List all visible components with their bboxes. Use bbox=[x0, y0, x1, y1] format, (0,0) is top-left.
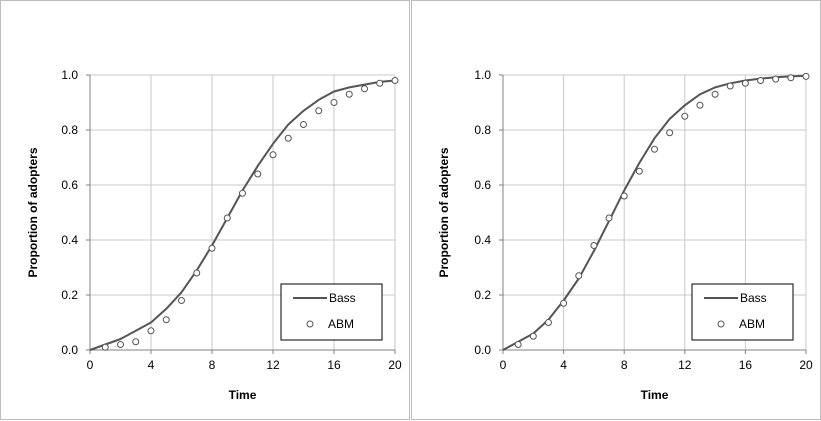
y-tick-label: 0.6 bbox=[61, 178, 78, 192]
abm-point bbox=[666, 129, 674, 137]
abm-point bbox=[772, 75, 780, 83]
abm-point bbox=[208, 244, 216, 252]
y-tick-label: 0.0 bbox=[474, 343, 491, 357]
abm-point bbox=[681, 112, 689, 120]
abm-point bbox=[300, 121, 307, 128]
x-tick-label: 4 bbox=[560, 358, 567, 372]
abm-point bbox=[575, 272, 583, 280]
x-tick-label: 0 bbox=[87, 358, 94, 372]
abm-point bbox=[514, 341, 522, 348]
abm-point bbox=[802, 72, 810, 80]
abm-point bbox=[147, 327, 155, 335]
abm-point bbox=[560, 299, 568, 307]
x-tick-label: 20 bbox=[799, 358, 813, 372]
abm-point bbox=[787, 74, 795, 82]
x-tick-label: 12 bbox=[678, 358, 692, 372]
y-tick-label: 1.0 bbox=[61, 68, 78, 82]
y-tick-label: 0.2 bbox=[61, 288, 78, 302]
abm-point bbox=[620, 192, 628, 200]
legend-box bbox=[280, 283, 383, 341]
y-tick-label: 1.0 bbox=[474, 68, 491, 82]
y-tick-label: 0.4 bbox=[61, 233, 78, 247]
legend-marker-swatch bbox=[306, 320, 314, 328]
adoption-chart-left: 0 4 8 12 16 20 0.0 0.2 0.4 0.6 0.8 1.0 Time Proportio… bbox=[26, 68, 402, 402]
y-tick-label: 0.8 bbox=[61, 123, 78, 137]
x-axis-title: Time bbox=[641, 388, 669, 402]
abm-point bbox=[132, 338, 140, 346]
abm-point bbox=[345, 90, 353, 98]
x-axis-title: Time bbox=[229, 388, 257, 402]
bass-curve bbox=[502, 74, 807, 351]
x-tick-label: 16 bbox=[327, 358, 341, 372]
abm-point bbox=[605, 214, 613, 222]
abm-point bbox=[590, 242, 598, 249]
x-tick-label: 8 bbox=[209, 358, 216, 372]
abm-point bbox=[529, 332, 537, 340]
abm-point bbox=[101, 343, 109, 351]
legend-label: Bass bbox=[329, 291, 356, 305]
x-tick-label: 8 bbox=[621, 358, 628, 372]
abm-point bbox=[162, 316, 170, 324]
chart-panel-right: 0 4 8 12 16 20 0.0 0.2 0.4 0.6 0.8 1.0 Time Proportio… bbox=[411, 0, 821, 420]
abm-point bbox=[376, 79, 384, 87]
x-tick-label: 20 bbox=[388, 358, 402, 372]
y-tick-label: 0.8 bbox=[474, 123, 491, 137]
abm-point bbox=[178, 297, 185, 304]
abm-point bbox=[117, 341, 124, 348]
x-tick-label: 4 bbox=[148, 358, 155, 372]
x-tick-label: 16 bbox=[739, 358, 753, 372]
abm-point bbox=[239, 189, 246, 197]
abm-point bbox=[223, 214, 231, 222]
legend-label: ABM bbox=[328, 317, 354, 331]
abm-point bbox=[635, 167, 643, 175]
abm-point bbox=[726, 82, 734, 90]
abm-point bbox=[711, 90, 719, 98]
legend-label: Bass bbox=[740, 291, 767, 305]
adoption-chart-right: 0 4 8 12 16 20 0.0 0.2 0.4 0.6 0.8 1.0 Time Proportio… bbox=[437, 68, 813, 402]
y-tick-label: 0.4 bbox=[474, 233, 491, 247]
abm-point bbox=[284, 134, 292, 142]
abm-point bbox=[269, 151, 277, 159]
abm-point bbox=[757, 77, 765, 84]
abm-point bbox=[315, 107, 323, 115]
abm-point bbox=[651, 145, 658, 153]
y-tick-label: 0.0 bbox=[61, 343, 78, 357]
abm-point bbox=[741, 79, 749, 87]
y-tick-label: 0.2 bbox=[474, 288, 491, 302]
legend-label: ABM bbox=[739, 317, 765, 331]
abm-point bbox=[361, 85, 368, 93]
y-tick-label: 0.6 bbox=[474, 178, 491, 192]
chart-panel-left: 0 4 8 12 16 20 0.0 0.2 0.4 0.6 0.8 1.0 Time Proportio… bbox=[0, 0, 410, 420]
abm-point bbox=[254, 170, 262, 178]
y-axis-title: Proportion of adopters bbox=[437, 147, 451, 277]
legend-box bbox=[691, 283, 794, 341]
abm-point bbox=[391, 77, 399, 84]
legend-marker-swatch bbox=[717, 320, 725, 328]
y-axis-title: Proportion of adopters bbox=[26, 147, 40, 277]
abm-point bbox=[193, 269, 201, 277]
abm-point bbox=[330, 99, 338, 106]
abm-point bbox=[544, 319, 552, 326]
abm-point bbox=[696, 101, 704, 109]
x-tick-label: 12 bbox=[266, 358, 280, 372]
x-tick-label: 0 bbox=[500, 358, 507, 372]
